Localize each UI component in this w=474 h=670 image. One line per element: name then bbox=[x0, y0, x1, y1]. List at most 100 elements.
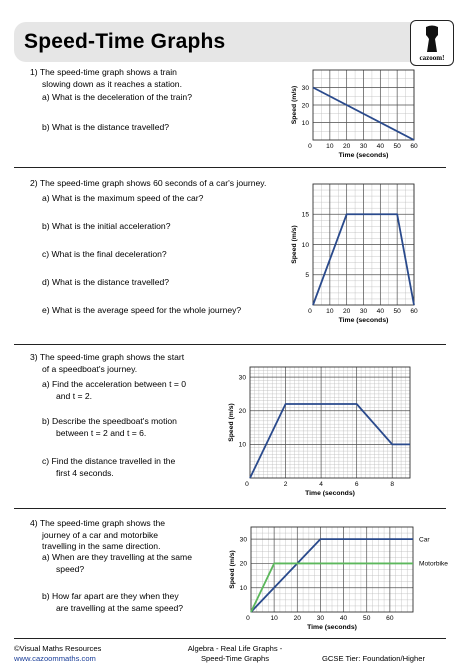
question-part: between t = 2 and t = 6. bbox=[56, 427, 147, 438]
footer-website-link[interactable]: www.cazoommaths.com bbox=[14, 653, 96, 663]
question-stem: 2) The speed-time graph shows 60 seconds… bbox=[30, 178, 267, 188]
question-part: c) What is the final deceleration? bbox=[42, 249, 167, 259]
speed-time-graph: 10 20 30 40 50 60 5 10 15 0 Time (seconds) Speed (m… bbox=[291, 183, 418, 324]
y-axis-label: Speed (m/s) bbox=[228, 403, 235, 442]
question-stem: 3) The speed-time graph shows the start bbox=[30, 352, 185, 362]
y-tick-label: 30 bbox=[240, 536, 248, 543]
speed-time-graph: 10 20 30 40 50 60 10 20 30 0 Time (seconds) Speed (… bbox=[291, 69, 418, 159]
y-tick-label: 20 bbox=[302, 102, 310, 109]
speed-time-graph: 2 4 6 8 10 20 30 0 Time (seconds) Speed (m/s) bbox=[228, 366, 411, 497]
question-part: e) What is the average speed for the who… bbox=[42, 305, 242, 315]
footer-copyright: ©Visual Maths Resources bbox=[14, 644, 102, 653]
y-tick-label: 20 bbox=[240, 561, 248, 568]
section-divider bbox=[14, 344, 446, 345]
question-stem-continued: of a speedboat's journey. bbox=[42, 363, 138, 374]
question-part: speed? bbox=[56, 563, 85, 574]
y-tick-label: 10 bbox=[239, 442, 247, 449]
cazoom-logo: cazoom! bbox=[410, 20, 454, 66]
x-axis-label: Time (seconds) bbox=[339, 317, 389, 324]
series-label: Car bbox=[419, 536, 430, 543]
x-tick-label: 30 bbox=[360, 143, 368, 150]
x-tick-label: 30 bbox=[360, 308, 368, 315]
x-tick-label: 40 bbox=[377, 143, 385, 150]
series-line bbox=[312, 213, 415, 306]
x-tick-label: 40 bbox=[377, 308, 385, 315]
origin-label: 0 bbox=[308, 308, 312, 315]
plot-border bbox=[312, 183, 415, 306]
x-tick-label: 20 bbox=[343, 143, 351, 150]
section-divider bbox=[14, 508, 446, 509]
y-tick-label: 20 bbox=[239, 408, 247, 415]
x-tick-label: 4 bbox=[319, 481, 323, 488]
keyhole-icon bbox=[426, 25, 438, 52]
origin-label: 0 bbox=[246, 615, 250, 622]
x-tick-label: 8 bbox=[390, 481, 394, 488]
question-part: first 4 seconds. bbox=[56, 467, 114, 478]
question-part: a) Find the acceleration between t = 0 bbox=[42, 379, 187, 389]
footer-left: ©Visual Maths Resources www.cazoommaths.… bbox=[14, 644, 101, 663]
footer-subtopic: Speed-Time Graphs bbox=[200, 653, 270, 663]
question-part: c) Find the distance travelled in the bbox=[42, 456, 176, 466]
x-tick-label: 10 bbox=[270, 615, 278, 622]
title-bar bbox=[14, 22, 434, 62]
x-axis-label: Time (seconds) bbox=[307, 624, 357, 631]
plot-border bbox=[312, 69, 415, 141]
section-divider bbox=[14, 638, 446, 639]
question-stem-continued: journey of a car and motorbike bbox=[42, 529, 159, 540]
x-tick-label: 60 bbox=[410, 143, 418, 150]
series-line bbox=[250, 562, 413, 613]
x-tick-label: 30 bbox=[317, 615, 325, 622]
question-part: and t = 2. bbox=[56, 390, 93, 401]
question-part: a) When are they travelling at the same bbox=[42, 552, 192, 562]
footer-center: Algebra - Real Life Graphs - Speed-Time … bbox=[180, 644, 290, 663]
x-tick-label: 10 bbox=[326, 308, 334, 315]
question-part: a) What is the deceleration of the train… bbox=[42, 92, 192, 102]
question-part: b) What is the initial acceleration? bbox=[42, 221, 171, 231]
x-tick-label: 20 bbox=[343, 308, 351, 315]
x-axis-label: Time (seconds) bbox=[339, 152, 389, 159]
question-stem: 4) The speed-time graph shows the bbox=[30, 518, 166, 528]
x-tick-label: 50 bbox=[393, 308, 401, 315]
page-title: Speed-Time Graphs bbox=[24, 30, 226, 53]
origin-label: 0 bbox=[308, 143, 312, 150]
x-axis-label: Time (seconds) bbox=[305, 490, 355, 497]
footer-topic: Algebra - Real Life Graphs - bbox=[187, 644, 283, 653]
x-tick-label: 50 bbox=[363, 615, 371, 622]
question-part: b) What is the distance travelled? bbox=[42, 122, 170, 132]
question-stem-continued: slowing down as it reaches a station. bbox=[42, 78, 182, 89]
x-tick-label: 50 bbox=[393, 143, 401, 150]
y-axis-label: Speed (m/s) bbox=[291, 225, 298, 264]
y-tick-label: 30 bbox=[239, 374, 247, 381]
series-line bbox=[250, 538, 413, 613]
x-tick-label: 60 bbox=[386, 615, 394, 622]
question-part: a) What is the maximum speed of the car? bbox=[42, 193, 204, 203]
question-part: d) What is the distance travelled? bbox=[42, 277, 170, 287]
x-tick-label: 40 bbox=[340, 615, 348, 622]
y-tick-label: 10 bbox=[302, 120, 310, 127]
plot-border bbox=[250, 526, 414, 613]
section-divider bbox=[14, 167, 446, 168]
y-tick-label: 30 bbox=[302, 85, 310, 92]
y-tick-label: 15 bbox=[302, 212, 310, 219]
question-stem-continued: travelling in the same direction. bbox=[42, 541, 161, 551]
y-tick-label: 5 bbox=[305, 272, 309, 279]
origin-label: 0 bbox=[245, 481, 249, 488]
plot-border bbox=[249, 366, 411, 479]
x-tick-label: 60 bbox=[410, 308, 418, 315]
series-line bbox=[312, 86, 415, 141]
logo-text: cazoom! bbox=[419, 54, 445, 62]
question-part: b) How far apart are they when they bbox=[42, 591, 179, 601]
speed-time-graph: 10 20 30 40 50 60 10 20 30 0 Time (seconds) Speed (… bbox=[229, 526, 448, 631]
x-tick-label: 10 bbox=[326, 143, 334, 150]
series-line bbox=[249, 403, 410, 479]
question-part: b) Describe the speedboat's motion bbox=[42, 416, 177, 426]
x-tick-label: 6 bbox=[355, 481, 359, 488]
question-part: are travelling at the same speed? bbox=[56, 602, 184, 613]
x-tick-label: 20 bbox=[294, 615, 302, 622]
y-tick-label: 10 bbox=[302, 242, 310, 249]
question-stem: 1) The speed-time graph shows a train bbox=[30, 67, 177, 77]
footer-tier: GCSE Tier: Foundation/Higher bbox=[322, 654, 425, 663]
series-label: Motorbike bbox=[419, 561, 448, 568]
y-axis-label: Speed (m/s) bbox=[229, 550, 236, 589]
